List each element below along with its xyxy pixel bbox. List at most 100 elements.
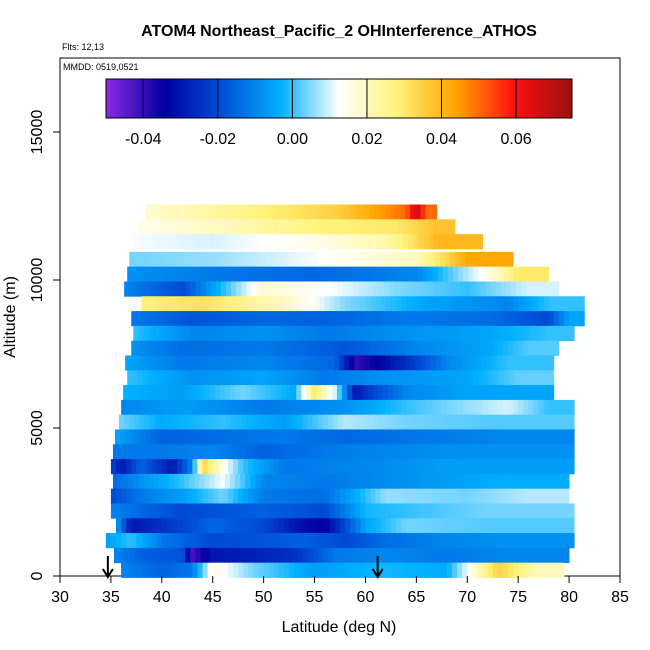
heatmap-cell: [161, 311, 168, 327]
heatmap-cell: [209, 325, 216, 342]
heatmap-cell: [121, 399, 127, 416]
heatmap-cell: [184, 473, 190, 490]
heatmap-cell: [355, 562, 361, 578]
heatmap-cell: [177, 488, 183, 504]
heatmap-cell: [456, 429, 462, 445]
heatmap-cell: [380, 518, 387, 534]
heatmap-cell: [332, 414, 339, 430]
heatmap-cell: [252, 429, 258, 445]
heatmap-cell: [509, 370, 515, 386]
heatmap-cell: [258, 459, 265, 475]
heatmap-cell: [492, 518, 499, 534]
y-tick-label: 15000: [29, 110, 46, 155]
heatmap-cell: [467, 503, 473, 519]
heatmap-cell: [166, 518, 173, 534]
heatmap-cell: [418, 444, 424, 460]
heatmap-cell: [163, 234, 170, 250]
heatmap-cell: [245, 473, 251, 490]
heatmap-cell: [411, 518, 417, 534]
heatmap-cell: [452, 399, 458, 416]
heatmap-cell: [272, 204, 279, 220]
heatmap-cell: [371, 370, 378, 386]
heatmap-cell: [367, 325, 373, 342]
heatmap-cell: [480, 547, 486, 564]
heatmap-cell: [243, 340, 249, 356]
heatmap-cell: [465, 547, 471, 564]
heatmap-cell: [121, 533, 127, 549]
heatmap-cell: [212, 459, 219, 475]
heatmap-cell: [151, 399, 158, 416]
heatmap-cell: [431, 459, 438, 475]
heatmap-cell: [136, 518, 142, 534]
heatmap-cell: [545, 473, 552, 490]
heatmap-cell: [179, 234, 185, 250]
heatmap-cell: [138, 444, 144, 460]
heatmap-cell: [443, 234, 450, 250]
heatmap-cell: [453, 370, 459, 386]
heatmap-cell: [525, 385, 531, 401]
heatmap-cell: [326, 385, 333, 401]
heatmap-cell: [543, 311, 550, 327]
heatmap-cell: [396, 459, 402, 475]
heatmap-cell: [319, 533, 326, 549]
heatmap-cell: [543, 562, 550, 578]
heatmap-cell: [304, 503, 310, 519]
heatmap-cell: [431, 399, 438, 416]
heatmap-cell: [428, 219, 435, 235]
heatmap-cell: [263, 399, 270, 416]
heatmap-cell: [265, 325, 272, 342]
heatmap-cell: [521, 281, 527, 297]
heatmap-cell: [406, 459, 412, 475]
heatmap-cell: [336, 234, 343, 250]
heatmap-cell: [487, 296, 494, 312]
heatmap-cell: [167, 370, 174, 386]
heatmap-cell: [146, 518, 153, 534]
heatmap-cell: [131, 459, 137, 475]
heatmap-cell: [528, 399, 534, 416]
heatmap-cell: [141, 311, 147, 327]
heatmap-cell: [441, 503, 448, 519]
heatmap-cell: [458, 370, 464, 386]
heatmap-cell: [441, 562, 448, 578]
heatmap-cell: [155, 204, 162, 220]
heatmap-cell: [172, 399, 178, 416]
heatmap-cell: [206, 355, 213, 371]
heatmap-cell: [146, 488, 153, 504]
heatmap-cell: [344, 355, 350, 371]
heatmap-cell: [215, 281, 222, 297]
heatmap-cell: [402, 266, 408, 282]
heatmap-cell: [311, 325, 317, 342]
heatmap-cell: [153, 444, 160, 460]
heatmap-cell: [522, 429, 528, 445]
heatmap-cell: [136, 533, 142, 549]
heatmap-cell: [365, 518, 371, 534]
heatmap-cell: [268, 340, 275, 356]
heatmap-cell: [547, 355, 554, 371]
heatmap-cell: [487, 488, 494, 504]
heatmap-cell: [187, 562, 193, 578]
heatmap-cell: [133, 444, 139, 460]
heatmap-cell: [569, 518, 575, 534]
heatmap-cell: [460, 251, 466, 268]
heatmap-cell: [336, 385, 343, 401]
heatmap-cell: [131, 533, 137, 549]
heatmap-cell: [266, 547, 273, 564]
colorbar: [105, 78, 573, 119]
heatmap-cell: [546, 281, 553, 297]
heatmap-cell: [463, 370, 469, 386]
heatmap-cell: [141, 459, 147, 475]
heatmap-cell: [288, 429, 294, 445]
heatmap-cell: [505, 251, 512, 268]
heatmap-cell: [454, 473, 460, 490]
heatmap-cell: [399, 281, 405, 297]
colorbar-tick-label: -0.02: [200, 131, 237, 148]
heatmap-cell: [416, 340, 422, 356]
heatmap-cell: [380, 340, 387, 356]
heatmap-cell: [454, 219, 456, 235]
heatmap-cell: [401, 340, 407, 356]
heatmap-cell: [449, 414, 456, 430]
heatmap-cell: [179, 444, 185, 460]
heatmap-cell: [148, 234, 155, 250]
heatmap-cell: [329, 533, 336, 549]
heatmap-cell: [504, 325, 511, 342]
